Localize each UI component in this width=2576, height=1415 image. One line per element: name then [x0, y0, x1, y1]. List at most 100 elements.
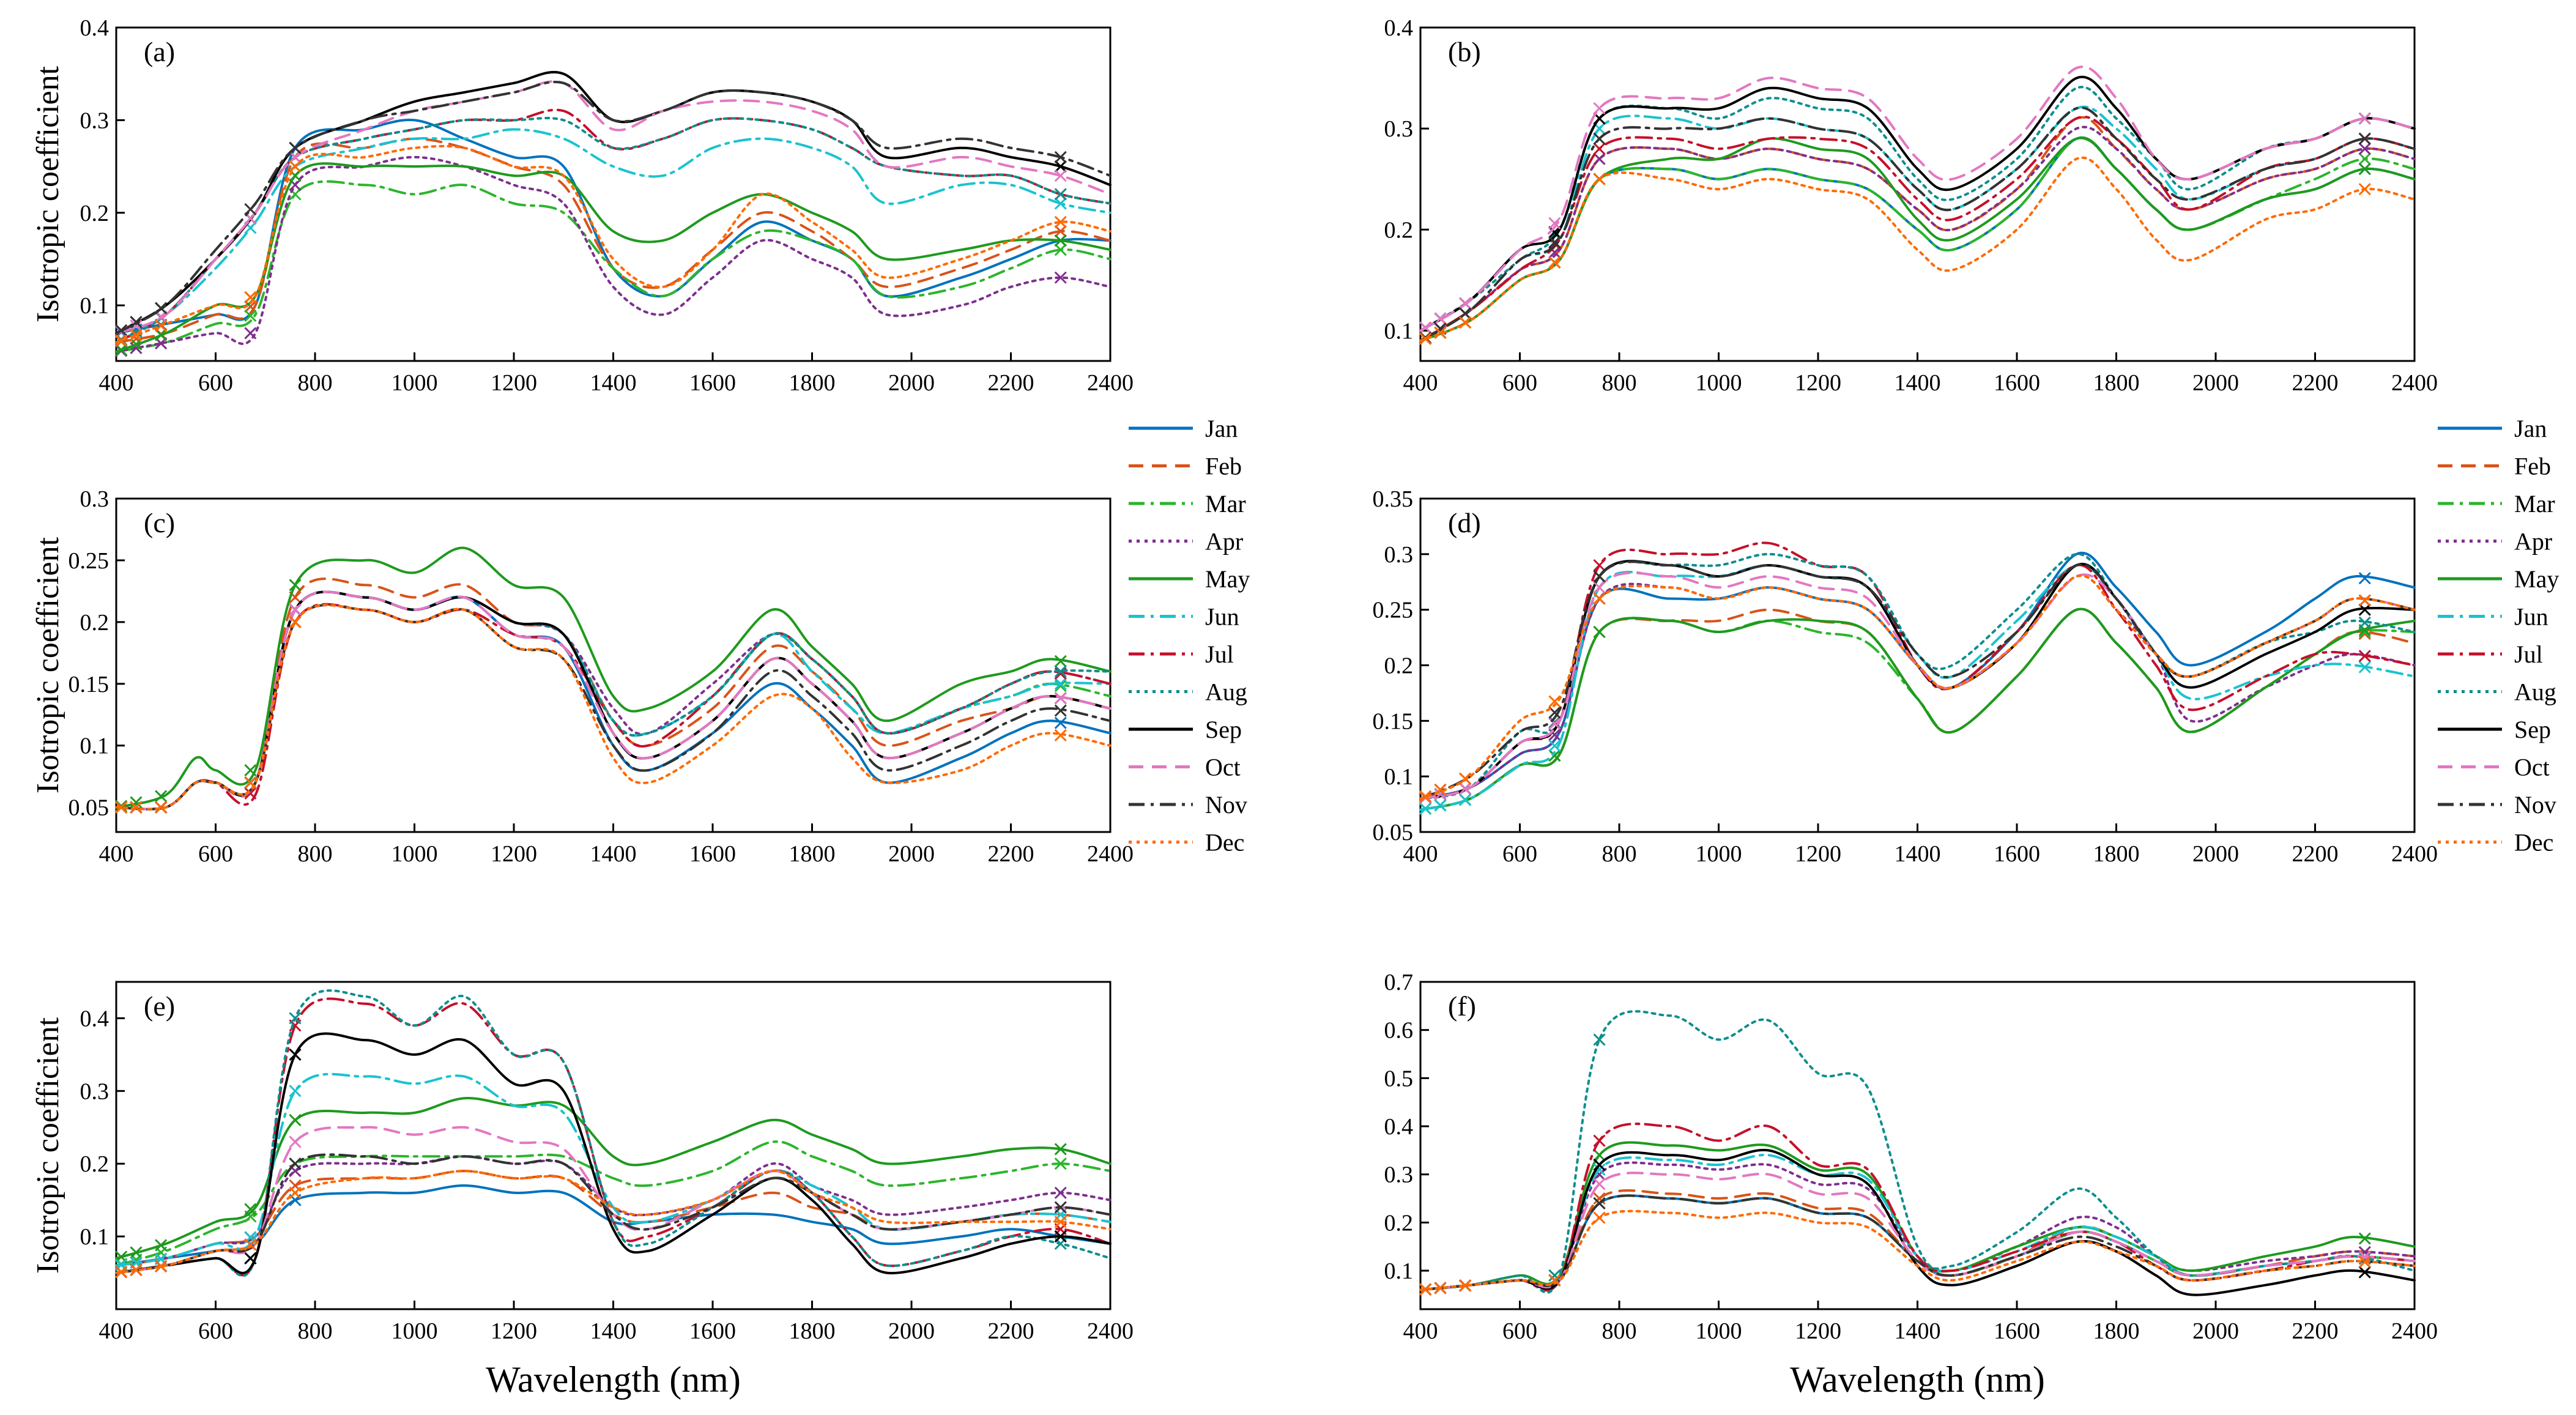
sample-marker [1593, 1163, 1606, 1176]
legend-label-apr: Apr [1205, 528, 1243, 555]
sample-marker [289, 1048, 302, 1061]
series-line-apr [1419, 125, 2416, 342]
y-tick-label: 0.6 [1384, 1018, 1414, 1044]
legend-label-jul: Jul [2514, 641, 2543, 668]
x-tick-label: 2000 [888, 841, 935, 867]
y-tick-label: 0.3 [80, 108, 109, 133]
x-tick-label: 1600 [1994, 841, 2040, 867]
sample-marker [155, 1239, 168, 1252]
sample-marker [1054, 197, 1067, 210]
x-tick-label: 2000 [2192, 1318, 2239, 1344]
sample-marker [2358, 594, 2371, 607]
legend-label-sep: Sep [1205, 716, 1242, 743]
series-line-jul [115, 108, 1112, 344]
y-tick-label: 0.4 [80, 1006, 109, 1031]
sample-marker [289, 1135, 302, 1148]
sample-marker [130, 1246, 143, 1259]
legend-label-oct: Oct [2514, 754, 2550, 781]
legend-label-oct: Oct [1205, 754, 1241, 781]
x-tick-label: 1800 [789, 1318, 836, 1344]
sample-marker [2358, 650, 2371, 663]
legend-label-sep: Sep [2514, 716, 2551, 743]
x-tick-label: 1400 [590, 841, 637, 867]
sample-marker [1054, 150, 1067, 164]
sample-marker [1593, 625, 1606, 639]
series-line-jan [1419, 1194, 2416, 1291]
sample-marker [1054, 234, 1067, 247]
legend-label-jun: Jun [1205, 603, 1239, 631]
x-tick-label: 400 [1403, 1318, 1438, 1344]
x-tick-label: 800 [1602, 1318, 1637, 1344]
x-tick-label: 2200 [988, 370, 1034, 396]
panel-e: 400 600 800 1000 1200 1400 1600 1800 2000 2200 240… [31, 981, 1134, 1400]
series-line-jun [115, 590, 1112, 811]
sample-marker [1593, 132, 1606, 145]
sample-marker [1459, 297, 1472, 310]
x-tick-label: 1200 [1795, 370, 1841, 396]
x-tick-label: 2200 [2292, 1318, 2339, 1344]
sample-marker [115, 1266, 128, 1279]
panel-d: 400 600 800 1000 1200 1400 1600 1800 2000 2200 240… [1373, 486, 2438, 867]
y-tick-label: 0.15 [69, 672, 109, 697]
series-line-oct [115, 80, 1112, 335]
series-line-aug [115, 989, 1112, 1277]
series-line-jun [115, 128, 1112, 344]
x-tick-label: 1200 [491, 1318, 537, 1344]
series-line-dec [115, 1170, 1112, 1274]
sample-marker [1459, 316, 1472, 329]
panel-b: 400 600 800 1000 1200 1400 1600 1800 2000 2200 240… [1384, 15, 2438, 396]
sample-marker [2358, 603, 2371, 616]
sample-marker [1548, 256, 1561, 269]
x-tick-label: 600 [198, 370, 233, 396]
sample-marker [1419, 321, 1432, 334]
series-line-jul [1419, 541, 2416, 800]
y-tick-label: 0.25 [1373, 598, 1414, 623]
sample-marker [1548, 1269, 1561, 1282]
series-line-nov [1419, 560, 2416, 800]
x-tick-label: 2400 [2391, 370, 2438, 396]
x-tick-label: 1600 [689, 841, 736, 867]
sample-marker [1434, 799, 1447, 812]
series-line-mar [115, 180, 1112, 353]
x-tick-label: 2400 [1087, 1318, 1134, 1344]
series-line-dec [115, 144, 1112, 344]
sample-marker [1054, 704, 1067, 717]
sample-marker [1054, 1143, 1067, 1156]
x-tick-label: 600 [198, 841, 233, 867]
sample-marker [2358, 572, 2371, 585]
y-tick-label: 0.7 [1384, 970, 1414, 995]
sample-marker [1434, 1282, 1447, 1294]
legend-label-jul: Jul [1205, 641, 1234, 668]
sample-marker [1054, 1216, 1067, 1228]
x-tick-label: 2200 [2292, 841, 2339, 867]
axes-box [115, 981, 1112, 1310]
series-line-dec [1419, 156, 2416, 342]
sample-marker [2358, 616, 2371, 629]
sample-marker [1054, 271, 1067, 284]
x-tick-label: 1400 [1895, 841, 1941, 867]
x-tick-label: 800 [1602, 370, 1637, 396]
sample-marker [289, 1012, 302, 1025]
y-tick-label: 0.05 [1373, 820, 1414, 845]
sample-marker [1593, 1211, 1606, 1224]
legend-label-jun: Jun [2514, 603, 2548, 631]
y-tick-label: 0.3 [1384, 116, 1414, 142]
x-tick-label: 800 [1602, 841, 1637, 867]
axes-box [1419, 26, 2416, 362]
x-tick-label: 1800 [789, 841, 836, 867]
sample-marker [1419, 802, 1432, 815]
x-tick-label: 1600 [1994, 370, 2040, 396]
y-axis-label: Isotropic coefficient [31, 537, 65, 793]
sample-marker [115, 343, 128, 356]
x-tick-label: 400 [99, 841, 134, 867]
series-line-oct [115, 590, 1112, 811]
sample-marker [130, 316, 143, 329]
sample-marker [1548, 226, 1561, 239]
y-axis-label: Isotropic coefficient [31, 65, 65, 322]
x-tick-label: 1200 [491, 841, 537, 867]
panel-c: 400 600 800 1000 1200 1400 1600 1800 2000 2200 240… [31, 486, 1134, 867]
panel-label: (d) [1448, 507, 1481, 538]
sample-marker [1434, 326, 1447, 339]
y-tick-label: 0.4 [80, 15, 109, 41]
sample-marker [2358, 183, 2371, 196]
